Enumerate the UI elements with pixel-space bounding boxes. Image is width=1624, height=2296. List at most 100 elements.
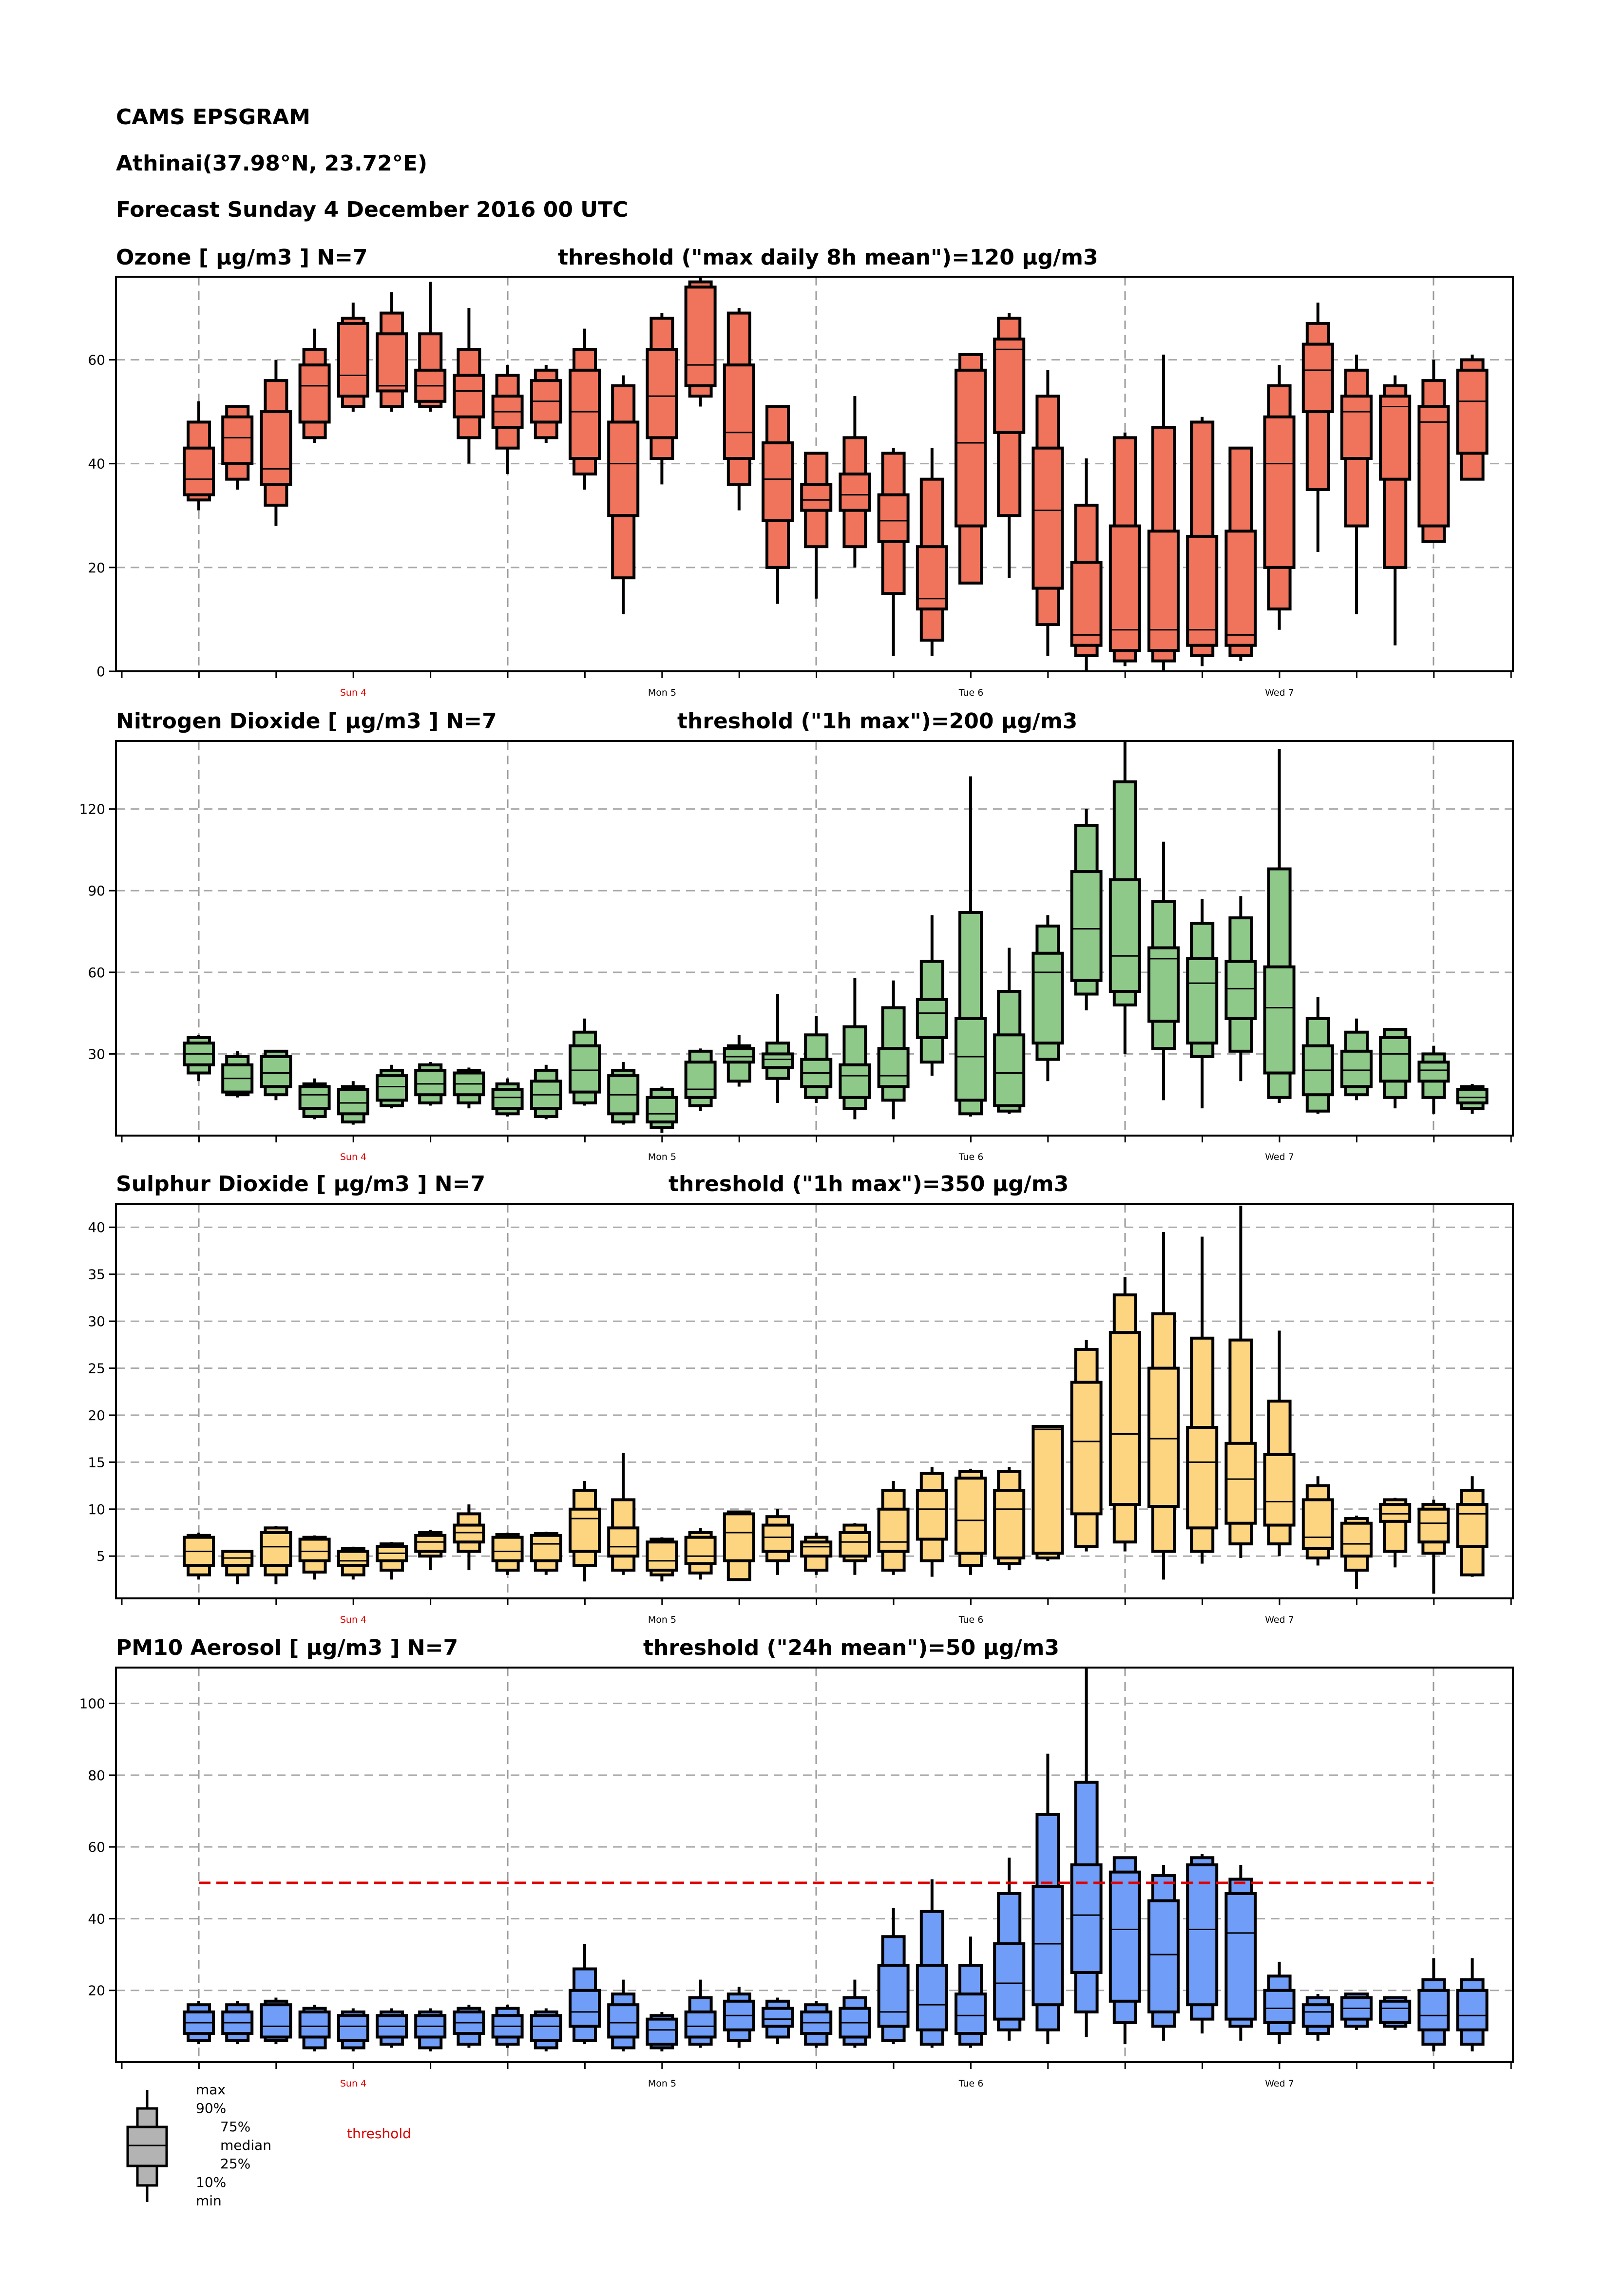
legend-p25-label: 25% <box>220 2156 251 2172</box>
day-label: Sun 4 <box>340 2078 366 2089</box>
box-inner-25-75 <box>877 1507 910 1553</box>
box-1-20 <box>955 776 987 1117</box>
box-inner-25-75 <box>298 1537 331 1562</box>
box-3-2 <box>260 1997 292 2045</box>
box-inner-25-75 <box>1379 395 1412 481</box>
ozone-title: Ozone [ µg/m3 ] N=7 <box>116 245 368 270</box>
box-2-8 <box>491 1533 524 1575</box>
box-1-17 <box>839 978 871 1120</box>
location-label: Athinai(37.98°N, 23.72°E) <box>116 151 428 176</box>
box-2-12 <box>646 1537 678 1582</box>
box-3-19 <box>916 1879 948 2048</box>
box-3-25 <box>1147 1865 1180 2041</box>
box-inner-25-75 <box>298 363 331 424</box>
y-tick-label: 10 <box>88 1501 105 1518</box>
box-0-6 <box>414 282 447 412</box>
so2-threshold-label: threshold ("1h max")=350 µg/m3 <box>669 1172 1069 1196</box>
box-inner-25-75 <box>1070 1381 1103 1516</box>
box-inner-25-75 <box>993 337 1026 434</box>
box-inner-25-75 <box>337 322 369 398</box>
box-inner-25-75 <box>260 2003 292 2039</box>
y-tick-label: 5 <box>96 1548 105 1564</box>
box-2-27 <box>1224 1205 1257 1558</box>
no2-title: Nitrogen Dioxide [ µg/m3 ] N=7 <box>116 709 497 734</box>
box-inner-25-75 <box>1340 1521 1373 1558</box>
box-inner-25-75 <box>569 1507 601 1553</box>
box-inner-25-75 <box>1186 1426 1219 1530</box>
day-label: Sun 4 <box>340 1152 366 1162</box>
box-1-7 <box>453 1067 485 1109</box>
day-label: Wed 7 <box>1265 1614 1294 1625</box>
box-inner-25-75 <box>684 1536 717 1565</box>
box-inner-25-75 <box>1263 965 1296 1075</box>
box-inner-25-75 <box>1456 1989 1489 2031</box>
box-1-32 <box>1417 1045 1450 1114</box>
box-2-28 <box>1263 1330 1296 1556</box>
box-inner-25-75 <box>955 368 987 528</box>
box-2-24 <box>1108 1277 1141 1552</box>
pm10-threshold-label: threshold ("24h mean")=50 µg/m3 <box>643 1635 1060 1660</box>
box-inner-25-75 <box>298 1085 331 1110</box>
box-3-33 <box>1456 1958 1489 2051</box>
box-0-20 <box>955 353 987 585</box>
box-inner-25-75 <box>723 363 755 460</box>
box-3-10 <box>569 1944 601 2045</box>
box-1-12 <box>646 1086 678 1133</box>
box-inner-25-75 <box>414 1068 447 1097</box>
box-2-4 <box>337 1546 369 1580</box>
box-2-17 <box>839 1523 871 1575</box>
box-2-10 <box>569 1480 601 1582</box>
box-inner-25-75 <box>453 1523 485 1544</box>
box-inner-25-75 <box>762 1052 794 1069</box>
box-inner-25-75 <box>916 998 948 1039</box>
box-1-15 <box>762 994 794 1103</box>
box-1-27 <box>1224 896 1257 1082</box>
day-label: Mon 5 <box>648 2078 676 2089</box>
pm10-title: PM10 Aerosol [ µg/m3 ] N=7 <box>116 1635 459 1660</box>
box-inner-25-75 <box>607 2003 640 2039</box>
box-inner-25-75 <box>646 1540 678 1572</box>
box-inner-25-75 <box>839 1063 871 1099</box>
box-inner-25-75 <box>530 1534 562 1562</box>
box-2-13 <box>684 1528 717 1580</box>
box-2-7 <box>453 1504 485 1571</box>
y-tick-label: 40 <box>88 1911 105 1927</box>
legend-glyph <box>126 2090 168 2202</box>
box-inner-25-75 <box>1108 1870 1141 2003</box>
box-3-14 <box>723 1987 755 2048</box>
box-inner-25-75 <box>877 493 910 543</box>
box-inner-25-75 <box>1224 530 1257 647</box>
y-tick-label: 90 <box>88 883 105 899</box>
box-inner-25-75 <box>839 1531 871 1558</box>
box-2-11 <box>607 1453 640 1575</box>
box-0-11 <box>607 375 640 614</box>
box-0-31 <box>1379 375 1412 645</box>
box-0-32 <box>1417 360 1450 543</box>
box-inner-25-75 <box>1301 1498 1334 1550</box>
box-inner-25-75 <box>993 1942 1026 2021</box>
box-inner-25-75 <box>260 1055 292 1088</box>
y-tick-label: 80 <box>88 1767 105 1784</box>
box-inner-25-75 <box>993 1033 1026 1107</box>
box-inner-25-75 <box>453 374 485 418</box>
panel-1: 30 60 90 120 Sun 4 Mon 5 Tue 6 Wed 7 <box>79 740 1514 1162</box>
box-1-8 <box>491 1078 524 1117</box>
box-inner-25-75 <box>1186 1863 1219 2007</box>
box-0-0 <box>183 401 215 511</box>
box-1-3 <box>298 1078 331 1120</box>
box-inner-25-75 <box>646 348 678 439</box>
box-2-33 <box>1456 1476 1489 1577</box>
box-1-6 <box>414 1062 447 1106</box>
box-1-22 <box>1032 915 1064 1082</box>
box-0-5 <box>376 292 408 412</box>
box-inner-25-75 <box>1224 960 1257 1020</box>
box-inner-25-75 <box>1456 1503 1489 1548</box>
legend-inner-box <box>126 2125 168 2167</box>
box-0-15 <box>762 405 794 604</box>
y-tick-label: 25 <box>88 1361 105 1377</box>
box-inner-25-75 <box>955 1477 987 1555</box>
y-tick-label: 120 <box>79 801 105 817</box>
box-2-19 <box>916 1467 948 1577</box>
box-2-18 <box>877 1480 910 1575</box>
box-1-29 <box>1301 997 1334 1114</box>
